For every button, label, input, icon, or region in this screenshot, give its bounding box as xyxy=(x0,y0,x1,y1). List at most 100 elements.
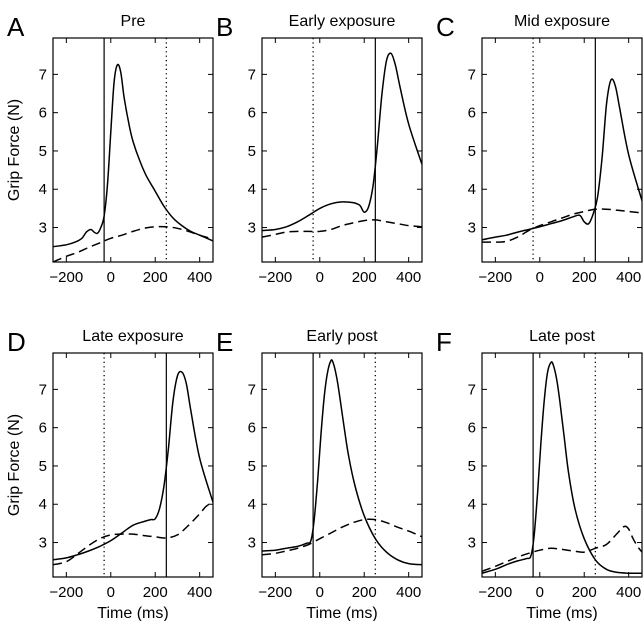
x-tick-label: 200 xyxy=(572,584,597,601)
x-tick-label: −200 xyxy=(478,584,512,601)
x-tick-label: 400 xyxy=(396,584,421,601)
y-tick-label: 3 xyxy=(468,220,476,237)
axes-frame xyxy=(261,37,423,263)
panel-title: Mid exposure xyxy=(514,13,610,30)
series-line-dashed xyxy=(262,219,422,238)
y-tick-label: 4 xyxy=(248,181,256,198)
series-line-dashed xyxy=(482,208,642,243)
x-tick-label: 400 xyxy=(187,269,212,286)
chart-panel-d: 3 4 5 6 7 −200 0 200 400 D Late exposure Grip Force… xyxy=(6,327,214,621)
x-tick-label: 0 xyxy=(107,584,115,601)
x-tick-label: 200 xyxy=(143,584,168,601)
series-group xyxy=(262,52,422,238)
x-tick-label: 0 xyxy=(107,269,115,286)
x-tick-label: 400 xyxy=(616,269,641,286)
axes-frame xyxy=(52,37,214,263)
panel-letter: C xyxy=(436,12,455,42)
y-tick-label: 6 xyxy=(468,420,476,437)
y-tick-label: 6 xyxy=(248,420,256,437)
y-tick-label: 6 xyxy=(468,105,476,122)
y-tick-label: 5 xyxy=(468,143,476,160)
chart-panel-c: 3 4 5 6 7 −200 0 200 400 C Mid exposure xyxy=(436,12,643,286)
panel-title: Late exposure xyxy=(82,328,184,345)
y-tick-label: 4 xyxy=(468,181,476,198)
chart-panel-a: 3 4 5 6 7 −200 0 200 400 A Pre Grip Force (N) xyxy=(6,12,214,286)
y-tick-label: 7 xyxy=(248,66,256,83)
axes-frame xyxy=(52,352,214,578)
y-tick-label: 3 xyxy=(248,535,256,552)
panel-letter: B xyxy=(216,12,233,42)
y-tick-label: 3 xyxy=(39,535,47,552)
series-group xyxy=(482,78,642,243)
x-axis-label: Time (ms) xyxy=(306,605,377,621)
x-tick-label: 400 xyxy=(616,584,641,601)
series-line-solid xyxy=(482,361,642,574)
y-tick-label: 7 xyxy=(468,66,476,83)
y-tick-label: 4 xyxy=(39,496,47,513)
x-tick-label: 0 xyxy=(316,269,324,286)
y-axis-label: Grip Force (N) xyxy=(6,414,23,516)
chart-panel-e: 3 4 5 6 7 −200 0 200 400 E Early post Time (ms) xyxy=(216,327,423,621)
y-tick-label: 3 xyxy=(468,535,476,552)
y-tick-label: 4 xyxy=(468,496,476,513)
series-line-solid xyxy=(262,52,422,232)
y-tick-label: 5 xyxy=(248,458,256,475)
x-axis-label: Time (ms) xyxy=(97,605,168,621)
y-tick-label: 3 xyxy=(248,220,256,237)
x-tick-label: 200 xyxy=(352,269,377,286)
x-tick-label: 200 xyxy=(143,269,168,286)
x-tick-label: −200 xyxy=(49,584,83,601)
y-tick-label: 7 xyxy=(39,66,47,83)
y-tick-label: 5 xyxy=(39,458,47,475)
series-group xyxy=(482,361,642,574)
series-group xyxy=(262,359,422,566)
axes-frame xyxy=(481,352,643,578)
series-line-dashed xyxy=(482,525,642,572)
panel-title: Early post xyxy=(306,328,378,345)
series-line-solid xyxy=(53,370,213,561)
series-line-dashed xyxy=(53,501,213,566)
x-tick-label: −200 xyxy=(258,584,292,601)
y-tick-label: 5 xyxy=(248,143,256,160)
series-line-solid xyxy=(482,78,642,241)
series-line-dashed xyxy=(262,518,422,556)
x-tick-label: 200 xyxy=(572,269,597,286)
x-tick-label: −200 xyxy=(478,269,512,286)
panel-title: Late post xyxy=(529,328,595,345)
panel-letter: A xyxy=(7,12,25,42)
panel-letter: E xyxy=(216,327,233,357)
y-tick-label: 5 xyxy=(468,458,476,475)
series-group xyxy=(53,370,213,566)
y-tick-label: 6 xyxy=(248,105,256,122)
y-tick-label: 7 xyxy=(39,381,47,398)
x-tick-label: 0 xyxy=(536,584,544,601)
x-tick-label: 200 xyxy=(352,584,377,601)
axes-frame xyxy=(261,352,423,578)
series-line-solid xyxy=(53,63,213,248)
y-tick-label: 4 xyxy=(39,181,47,198)
x-tick-label: 0 xyxy=(316,584,324,601)
series-group xyxy=(53,63,213,262)
series-line-dashed xyxy=(53,225,213,262)
panel-letter: F xyxy=(436,327,452,357)
chart-panel-b: 3 4 5 6 7 −200 0 200 400 B Early exposure xyxy=(216,12,423,286)
x-axis-label: Time (ms) xyxy=(526,605,597,621)
y-tick-label: 7 xyxy=(468,381,476,398)
axes-frame xyxy=(481,37,643,263)
x-tick-label: −200 xyxy=(258,269,292,286)
x-tick-label: 400 xyxy=(187,584,212,601)
panel-title: Early exposure xyxy=(289,13,396,30)
y-axis-label: Grip Force (N) xyxy=(6,99,23,201)
y-tick-label: 6 xyxy=(39,105,47,122)
y-tick-label: 5 xyxy=(39,143,47,160)
series-line-solid xyxy=(262,359,422,566)
y-tick-label: 6 xyxy=(39,420,47,437)
panel-letter: D xyxy=(7,327,26,357)
chart-panel-f: 3 4 5 6 7 −200 0 200 400 F Late post Time (ms) xyxy=(436,327,643,621)
x-tick-label: 400 xyxy=(396,269,421,286)
y-tick-label: 4 xyxy=(248,496,256,513)
panel-title: Pre xyxy=(121,13,146,30)
y-tick-label: 7 xyxy=(248,381,256,398)
x-tick-label: 0 xyxy=(536,269,544,286)
